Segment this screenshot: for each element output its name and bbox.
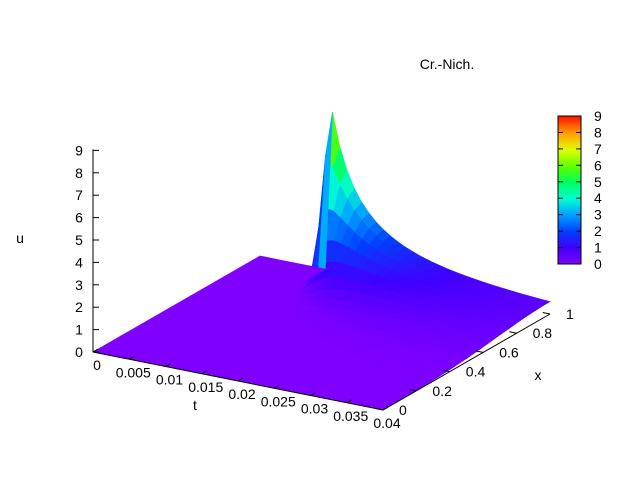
t-tick-label: 0.02: [228, 386, 255, 402]
x-axis-label: x: [535, 367, 542, 383]
surface-patch: [252, 255, 269, 262]
x-tick-label: 1: [566, 306, 574, 322]
u-tick-label: 2: [75, 299, 83, 315]
t-tick: [274, 384, 280, 389]
u-tick-label: 4: [75, 254, 83, 270]
u-axis-label: u: [16, 230, 24, 246]
u-tick-label: 9: [75, 142, 83, 158]
u-tick-label: 6: [75, 210, 83, 226]
t-tick-label: 0.03: [301, 401, 328, 417]
x-tick-label: 0.8: [533, 325, 553, 341]
t-tick: [92, 348, 99, 353]
u-tick-label: 8: [75, 165, 83, 181]
t-tick: [346, 399, 353, 404]
x-tick: [475, 350, 484, 353]
x-tick: [542, 312, 551, 315]
colorbar-tick-label: 8: [594, 124, 602, 140]
tick-labels: 0 1 2 3 4 5 6 7 8 9 0 0.005 0.01 0.015 0.02 0.025 0.03 0.…: [75, 142, 574, 431]
surface-mesh: [92, 112, 551, 411]
chart-title: Cr.-Nich.: [420, 56, 474, 72]
colorbar-tick-label: 3: [594, 207, 602, 223]
u-tick-label: 7: [75, 187, 83, 203]
colorbar-tick-label: 5: [594, 174, 602, 190]
t-tick-label: 0: [93, 357, 101, 373]
t-tick: [382, 406, 389, 411]
t-tick-label: 0.035: [333, 408, 368, 424]
colorbar-tick-label: 1: [594, 240, 602, 256]
t-axis-label: t: [193, 397, 197, 413]
x-tick: [442, 369, 450, 373]
x-tick: [375, 408, 384, 411]
colorbar-gradient: [557, 115, 582, 265]
x-tick: [409, 388, 417, 392]
x-tick-label: 0.6: [499, 344, 519, 360]
x-tick: [509, 331, 517, 334]
t-tick: [237, 377, 244, 382]
u-tick-label: 0: [75, 344, 83, 360]
colorbar-tick-label: 0: [594, 256, 602, 272]
t-tick-label: 0.025: [261, 393, 296, 409]
x-tick-label: 0.4: [466, 364, 486, 380]
t-tick-label: 0.005: [116, 364, 151, 380]
colorbar-tick-label: 9: [594, 108, 602, 124]
t-tick: [201, 370, 208, 375]
u-tick-label: 3: [75, 277, 83, 293]
t-tick-label: 0.04: [373, 415, 400, 431]
t-tick: [310, 392, 316, 396]
colorbar-tick-label: 6: [594, 157, 602, 173]
axes: [92, 149, 551, 411]
t-tick-label: 0.015: [188, 379, 223, 395]
u-tick-label: 5: [75, 232, 83, 248]
t-tick-label: 0.01: [156, 372, 183, 388]
colorbar-tick-label: 4: [594, 190, 602, 206]
colorbar-tick-label: 2: [594, 223, 602, 239]
x-tick-label: 0: [399, 402, 407, 418]
colorbar-tick-label: 7: [594, 141, 602, 157]
x-axis-line: [382, 313, 551, 411]
t-tick: [165, 363, 171, 367]
t-tick: [129, 355, 135, 360]
u-tick-label: 1: [75, 322, 83, 338]
x-tick-label: 0.2: [432, 383, 452, 399]
